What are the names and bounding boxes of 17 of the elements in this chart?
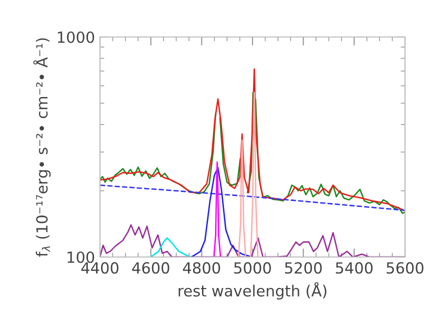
line-series [150, 237, 191, 257]
x-tick-label: 4800 [182, 262, 220, 274]
x-tick-label: 5000 [234, 262, 271, 274]
x-tick-label: 5400 [336, 262, 373, 274]
x-tick-label: 4400 [81, 262, 118, 274]
x-tick-label: 5200 [285, 262, 322, 274]
line-series [213, 161, 222, 257]
y-tick-label: 1000 [58, 31, 94, 44]
line-series [238, 92, 259, 257]
line-series [100, 68, 405, 212]
line-series [100, 184, 405, 212]
x-axis-title: rest wavelength (Å) [178, 282, 326, 300]
x-tick-label: 4600 [132, 262, 170, 274]
line-series [190, 166, 254, 257]
x-tick-label: 5600 [386, 262, 424, 274]
y-axis-title: f$_{λ}$ (10⁻¹⁷erg• s⁻²• cm⁻²• Å⁻¹) [33, 38, 51, 257]
y-tick-label: 100 [68, 251, 94, 264]
